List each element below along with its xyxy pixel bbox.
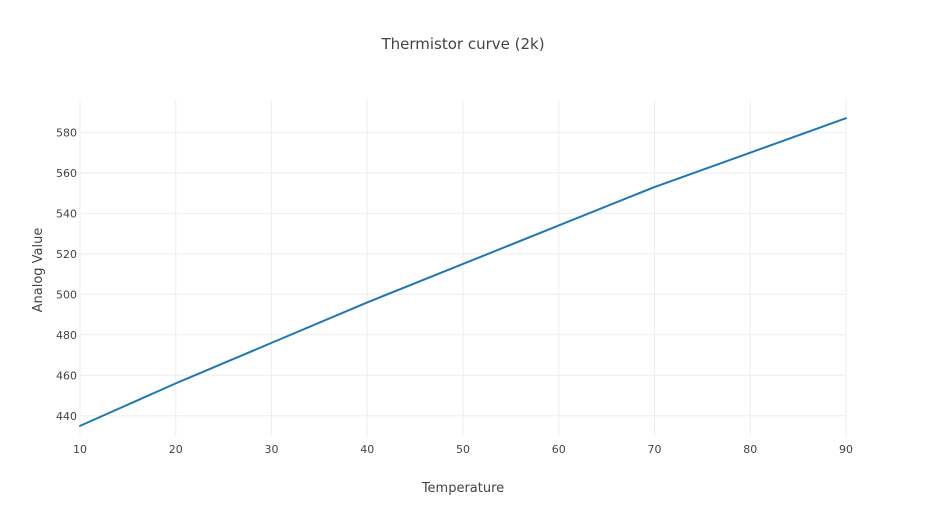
y-tick-label: 480 <box>56 329 77 342</box>
series-line <box>79 117 847 427</box>
x-tick-label: 80 <box>743 443 757 456</box>
y-axis-title: Analog Value <box>31 228 46 313</box>
x-tick-label: 20 <box>169 443 183 456</box>
y-axis-ticks: 440 460 480 500 520 540 560 580 <box>56 126 77 422</box>
x-tick-label: 10 <box>73 443 87 456</box>
x-axis-ticks: 10 20 30 40 50 60 70 80 90 <box>73 443 853 456</box>
y-tick-label: 580 <box>56 126 77 139</box>
x-tick-label: 40 <box>360 443 374 456</box>
x-tick-label: 70 <box>648 443 662 456</box>
y-tick-label: 500 <box>56 288 77 301</box>
y-tick-label: 540 <box>56 207 77 220</box>
chart-title: Thermistor curve (2k) <box>380 35 544 53</box>
y-tick-label: 520 <box>56 248 77 261</box>
x-tick-label: 60 <box>552 443 566 456</box>
x-tick-label: 90 <box>839 443 853 456</box>
series-layer <box>79 117 847 427</box>
y-tick-label: 460 <box>56 369 77 382</box>
grid <box>79 100 847 436</box>
y-tick-label: 560 <box>56 167 77 180</box>
x-tick-label: 50 <box>456 443 470 456</box>
x-axis-title: Temperature <box>421 481 504 496</box>
y-tick-label: 440 <box>56 410 77 423</box>
x-tick-label: 30 <box>265 443 279 456</box>
